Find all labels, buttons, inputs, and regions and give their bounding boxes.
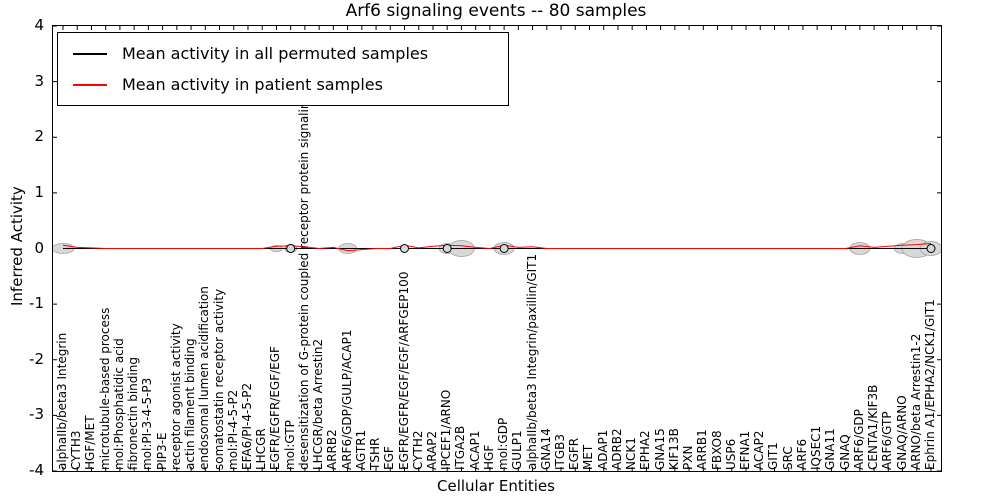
plot-canvas xyxy=(53,26,941,471)
legend-item-label: Mean activity in patient samples xyxy=(122,75,383,94)
y-tick-label: 4 xyxy=(34,16,44,34)
y-tick-label: -1 xyxy=(29,294,44,313)
y-tick-labels: 4 3 2 1 0 -1 -2 -3 -4 xyxy=(0,0,46,500)
y-tick-label: -3 xyxy=(29,405,44,424)
legend-item: Mean activity in all permuted samples xyxy=(68,38,498,69)
y-tick-label: -4 xyxy=(29,461,44,479)
legend-line-sample-red xyxy=(73,83,107,86)
chart-title: Arf6 signaling events -- 80 samples xyxy=(345,1,647,21)
legend-item-label: Mean activity in all permuted samples xyxy=(122,44,429,63)
y-tick-label: 1 xyxy=(34,182,44,201)
legend-line-sample-black xyxy=(73,52,107,55)
y-tick-label: 2 xyxy=(34,127,44,146)
legend-item: Mean activity in patient samples xyxy=(68,69,498,100)
y-tick-label: 0 xyxy=(34,238,44,257)
x-axis-label: Cellular Entities xyxy=(437,477,555,495)
legend: Mean activity in all permuted samples Me… xyxy=(57,32,509,106)
y-tick-label: 3 xyxy=(34,71,44,90)
y-tick-label: -2 xyxy=(29,349,44,368)
